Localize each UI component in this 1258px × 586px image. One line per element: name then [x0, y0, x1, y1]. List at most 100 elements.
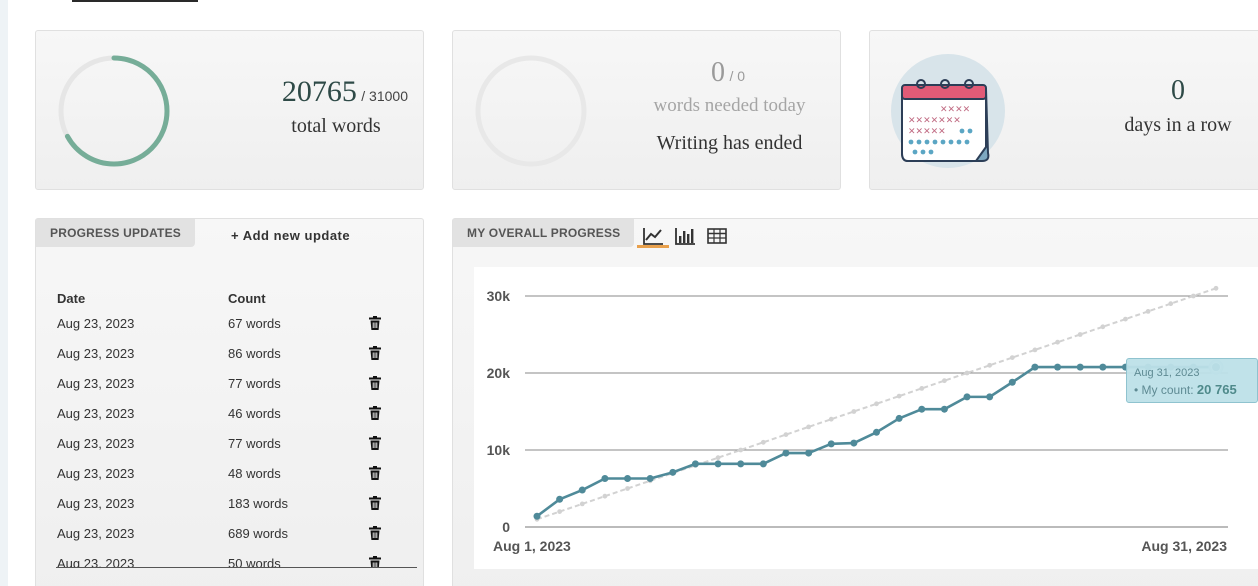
data-point: [691, 460, 699, 468]
row-count: 86 words: [228, 346, 281, 361]
streak-label: days in a row: [1124, 114, 1232, 136]
data-point: [986, 393, 994, 401]
goal-point: [783, 432, 789, 437]
ring-track: [475, 55, 587, 167]
overall-progress-card: MY OVERALL PROGRESS 0 10k 20k 30k Aug 1, 202…: [452, 218, 1258, 586]
y-tick-label: 0: [502, 519, 510, 535]
row-date: Aug 23, 2023: [57, 346, 135, 361]
row-date: Aug 23, 2023: [57, 466, 135, 481]
delete-trash-icon[interactable]: [369, 496, 381, 510]
delete-trash-icon[interactable]: [369, 346, 381, 360]
delete-trash-icon[interactable]: [369, 406, 381, 420]
overall-progress-tab[interactable]: MY OVERALL PROGRESS: [453, 219, 635, 247]
streak-count: 0: [1171, 75, 1185, 106]
calendar-icon: ✕✕✕✕ ✕✕✕✕✕✕✕ ✕✕✕✕✕: [891, 54, 1005, 168]
total-progress-ring: [58, 55, 170, 167]
row-date: Aug 23, 2023: [57, 376, 135, 391]
data-point: [759, 460, 767, 468]
progress-chart: 0 10k 20k 30k Aug 1, 2023 Aug 31, 2023 Aug 31…: [474, 267, 1258, 569]
data-point: [1031, 363, 1039, 371]
data-point: [805, 449, 813, 457]
tooltip-label: My count:: [1141, 383, 1194, 397]
data-point: [714, 460, 722, 468]
data-point: [827, 440, 835, 448]
progress-updates-card: PROGRESS UPDATES + Add new update Date C…: [35, 218, 424, 586]
goal-point: [987, 362, 993, 368]
table-icon[interactable]: [705, 225, 729, 247]
today-label: words needed today: [653, 95, 806, 116]
goal-point: [1213, 285, 1219, 291]
data-point: [533, 512, 541, 520]
bar-chart-icon[interactable]: [673, 225, 697, 247]
total-goal: / 31000: [361, 88, 408, 104]
total-words-card: 20765 / 31000 total words: [35, 30, 424, 190]
table-row: Aug 23, 2023 46 words: [36, 404, 425, 434]
goal-point: [919, 386, 925, 391]
today-goal: / 0: [729, 68, 746, 84]
line-chart-icon[interactable]: [641, 225, 665, 247]
row-date: Aug 23, 2023: [57, 496, 135, 511]
row-date: Aug 23, 2023: [57, 526, 135, 541]
table-row: Aug 23, 2023 183 words: [36, 494, 425, 524]
y-tick-label: 10k: [487, 442, 511, 458]
chart-tooltip: Aug 31, 2023 • My count: 20 765: [1126, 358, 1258, 403]
goal-point: [1100, 324, 1106, 330]
delete-trash-icon[interactable]: [369, 526, 381, 540]
goal-point: [1168, 301, 1174, 307]
data-point: [624, 474, 632, 482]
progress-updates-tab[interactable]: PROGRESS UPDATES: [36, 219, 195, 247]
delete-trash-icon[interactable]: [369, 436, 381, 450]
row-count: 46 words: [228, 406, 281, 421]
delete-trash-icon[interactable]: [369, 316, 381, 330]
goal-point: [828, 416, 834, 422]
data-point: [895, 414, 903, 422]
goal-point: [579, 501, 585, 507]
data-point: [601, 474, 609, 482]
row-count: 77 words: [228, 436, 281, 451]
goal-point: [1055, 339, 1060, 345]
total-words-label: total words: [291, 115, 381, 137]
add-update-button[interactable]: + Add new update: [231, 228, 351, 243]
goal-point: [1190, 293, 1196, 299]
ring-progress-arc: [58, 55, 170, 167]
data-point: [1076, 363, 1084, 371]
data-point: [737, 460, 745, 468]
data-point: [918, 405, 926, 413]
data-point: [669, 468, 677, 476]
table-row: Aug 23, 2023 689 words: [36, 524, 425, 554]
delete-trash-icon[interactable]: [369, 556, 381, 567]
today-count-value: 0: [710, 57, 725, 88]
table-row: Aug 23, 2023 77 words: [36, 434, 425, 464]
active-view-indicator: [637, 245, 669, 248]
data-point: [963, 393, 971, 401]
list-divider: [56, 567, 417, 568]
writing-status: Writing has ended: [656, 132, 803, 154]
row-date: Aug 23, 2023: [57, 556, 135, 567]
data-point: [1054, 363, 1062, 371]
goal-point: [760, 439, 766, 445]
goal-point: [1077, 332, 1083, 337]
today-count: 0 / 0: [603, 57, 853, 89]
delete-trash-icon[interactable]: [369, 376, 381, 390]
svg-text:✕✕✕✕: ✕✕✕✕: [940, 105, 970, 115]
x-end-label: Aug 31, 2023: [1141, 538, 1227, 554]
streak-card: ✕✕✕✕ ✕✕✕✕✕✕✕ ✕✕✕✕✕ 0 days in a row: [869, 30, 1258, 190]
data-point: [782, 449, 790, 457]
table-row: Aug 23, 2023 86 words: [36, 344, 425, 374]
x-start-label: Aug 1, 2023: [493, 538, 571, 554]
goal-point: [942, 378, 947, 384]
table-row: Aug 23, 2023 50 words: [36, 554, 425, 567]
row-count: 689 words: [228, 526, 288, 541]
goal-point: [1123, 316, 1128, 322]
row-count: 77 words: [228, 376, 281, 391]
row-date: Aug 23, 2023: [57, 316, 135, 331]
table-row: Aug 23, 2023 48 words: [36, 464, 425, 494]
delete-trash-icon[interactable]: [369, 466, 381, 480]
total-count: 20765 / 31000: [268, 75, 408, 109]
my-count-series-line: [536, 365, 1216, 518]
goal-point: [738, 447, 744, 453]
data-point: [1008, 378, 1016, 386]
data-point: [850, 439, 858, 447]
row-count: 50 words: [228, 556, 281, 567]
goal-point: [896, 393, 902, 399]
